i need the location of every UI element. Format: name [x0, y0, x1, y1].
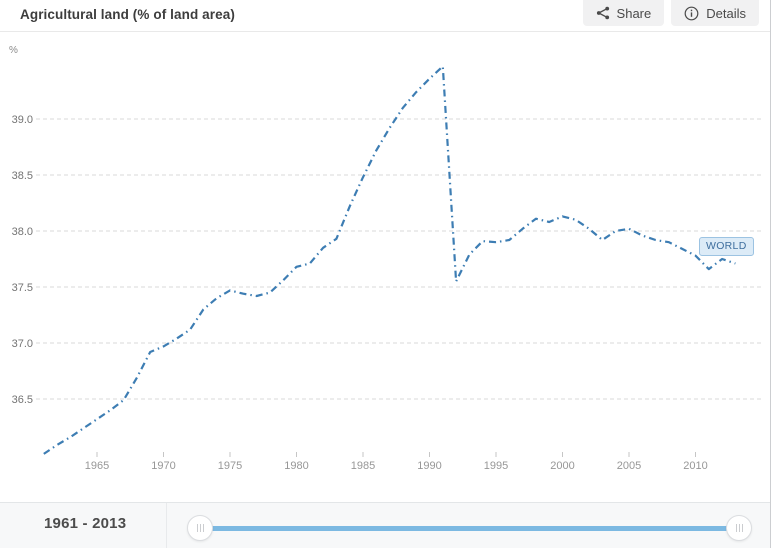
grip-icon — [196, 524, 205, 532]
header: Agricultural land (% of land area) Share — [0, 0, 770, 32]
x-tick-label: 2010 — [683, 460, 707, 472]
slider-handle-right[interactable] — [726, 515, 752, 541]
line-chart[interactable]: 36.5 37.0 37.5 38.0 38.5 39.0 1965 1970 1975 1980… — [0, 31, 771, 502]
world-series-label[interactable]: WORLD — [699, 237, 754, 256]
y-tick-label: 37.5 — [12, 282, 33, 294]
grip-icon — [735, 524, 744, 532]
bar-divider — [166, 503, 167, 548]
x-tick-label: 1995 — [484, 460, 508, 472]
time-range-bar: 1961 - 2013 — [0, 502, 770, 548]
y-axis-unit-label: % — [9, 45, 18, 56]
x-tick-label: 1965 — [85, 460, 109, 472]
page-title: Agricultural land (% of land area) — [20, 7, 235, 22]
info-icon — [684, 6, 699, 21]
x-tick-label: 1990 — [417, 460, 441, 472]
x-tick-label: 2000 — [550, 460, 574, 472]
header-buttons: Share Details — [582, 0, 759, 26]
details-button[interactable]: Details — [671, 0, 759, 26]
x-tick-label: 2005 — [617, 460, 641, 472]
y-tick-label: 37.0 — [12, 338, 33, 350]
chart-area: % 36.5 37.0 37.5 38.0 38.5 39.0 1965 1970 1975 19… — [0, 31, 770, 502]
share-button[interactable]: Share — [582, 0, 665, 26]
y-tick-label: 38.5 — [12, 170, 33, 182]
x-tick-label: 1985 — [351, 460, 375, 472]
y-tick-label: 36.5 — [12, 394, 33, 406]
x-tick-label: 1980 — [284, 460, 308, 472]
slider-track[interactable] — [200, 526, 740, 531]
share-button-label: Share — [616, 5, 652, 21]
y-tick-label: 39.0 — [12, 114, 33, 126]
series-line-world[interactable] — [43, 65, 736, 455]
x-tick-label: 1970 — [151, 460, 175, 472]
slider-handle-left[interactable] — [187, 515, 213, 541]
time-range-label: 1961 - 2013 — [44, 515, 127, 532]
share-icon — [596, 6, 610, 20]
details-button-label: Details — [706, 5, 746, 21]
y-tick-label: 38.0 — [12, 226, 33, 238]
x-tick-label: 1975 — [218, 460, 242, 472]
